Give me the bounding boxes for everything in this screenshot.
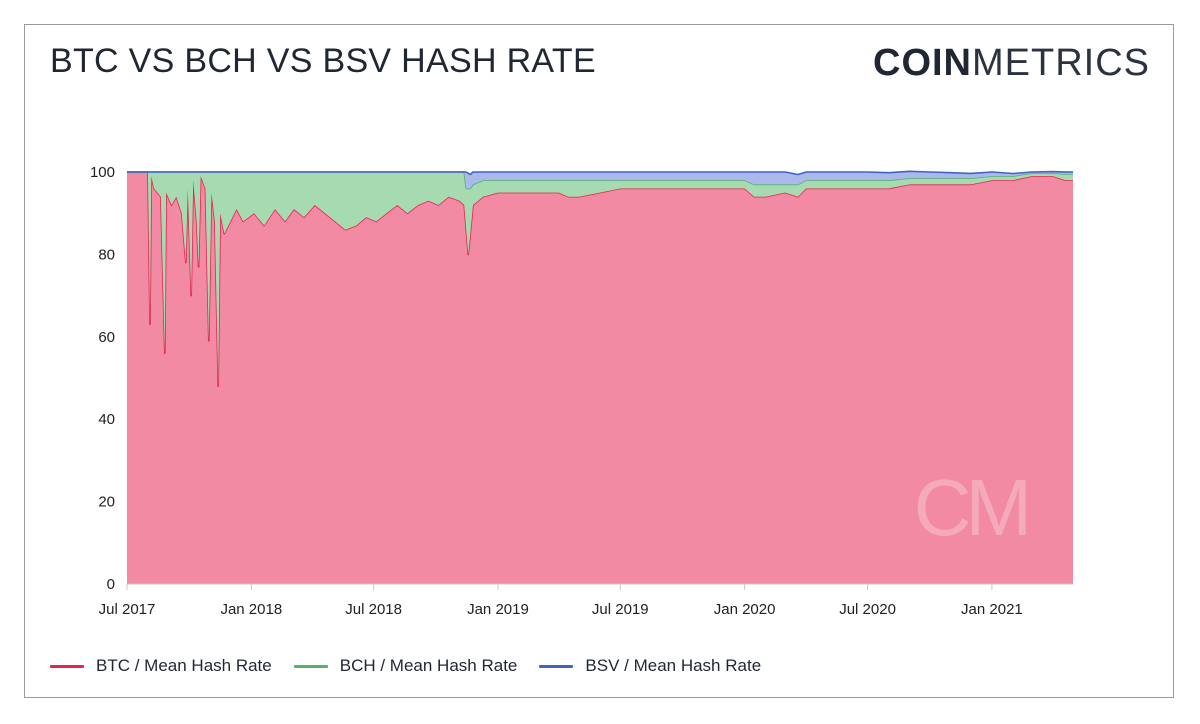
x-tick-label: Jan 2020 (714, 601, 776, 618)
x-tick-label: Jul 2020 (839, 601, 896, 618)
legend-item-bsv[interactable]: BSV / Mean Hash Rate (539, 656, 761, 676)
y-tick-label: 20 (98, 494, 115, 511)
chart-axes: 0 20 40 60 80 100 Jul 2017 Jan 2018 Jul 2018 Jan … (90, 164, 1073, 618)
brand-logo-bold: COIN (873, 42, 972, 84)
x-tick-label: Jul 2019 (592, 601, 649, 618)
brand-logo-light: METRICS (972, 42, 1150, 84)
y-tick-label: 0 (107, 576, 115, 593)
legend-label: BTC / Mean Hash Rate (96, 656, 272, 675)
btc-area (127, 172, 1073, 584)
legend-label: BCH / Mean Hash Rate (339, 656, 518, 675)
bsv-line (127, 170, 1074, 176)
y-tick-label: 80 (98, 246, 115, 263)
x-tick-label: Jan 2019 (467, 601, 529, 618)
legend-swatch (539, 664, 574, 668)
watermark: CM (914, 463, 1027, 552)
bch-area (127, 172, 1073, 387)
legend-swatch (293, 664, 328, 668)
x-tick-label: Jan 2021 (961, 601, 1023, 618)
x-tick-label: Jul 2017 (99, 601, 156, 618)
legend-label: BSV / Mean Hash Rate (585, 656, 762, 675)
legend-swatch (50, 664, 84, 668)
x-tick-label: Jan 2018 (220, 601, 282, 618)
x-tick-label: Jul 2018 (345, 601, 402, 618)
y-tick-label: 100 (90, 164, 115, 181)
brand-logo: COINMETRICS (873, 42, 1150, 85)
y-tick-label: 40 (98, 411, 115, 428)
y-tick-label: 60 (98, 329, 115, 346)
page-title: BTC VS BCH VS BSV HASH RATE (50, 42, 596, 80)
chart-areas (127, 170, 1074, 584)
bsv-area (127, 171, 1073, 189)
legend-item-btc[interactable]: BTC / Mean Hash Rate (50, 656, 272, 676)
chart-legend: BTC / Mean Hash Rate BCH / Mean Hash Rate… (50, 656, 783, 676)
legend-item-bch[interactable]: BCH / Mean Hash Rate (293, 656, 518, 676)
